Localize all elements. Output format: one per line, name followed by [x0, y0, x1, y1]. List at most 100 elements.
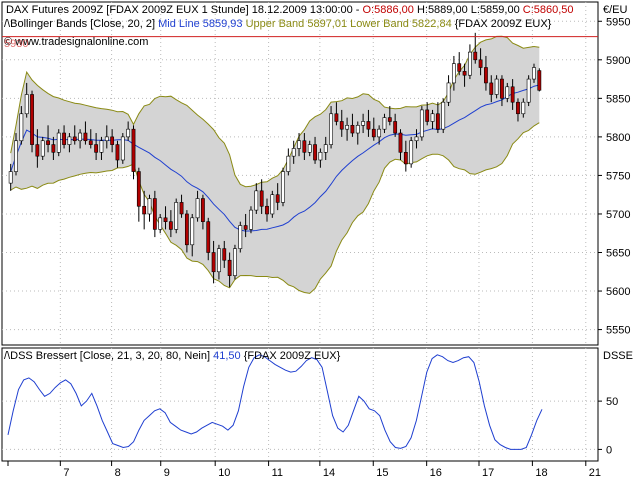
candle [78, 129, 82, 149]
candle [152, 190, 157, 238]
candle [505, 82, 510, 103]
candle-body [238, 225, 243, 249]
candle [382, 113, 387, 134]
candle [179, 194, 184, 218]
candle-body [270, 194, 275, 215]
candle [120, 133, 125, 164]
candle-body [94, 144, 99, 153]
candle-body [126, 128, 131, 138]
candle [361, 113, 366, 134]
time-tick-label: 7 [63, 467, 69, 479]
candle [403, 140, 408, 172]
candle-body [313, 144, 317, 161]
candle [307, 140, 312, 157]
candle-body [281, 171, 285, 203]
candle [195, 190, 200, 222]
dss-series [7, 354, 543, 450]
ohlc-low: L:5859,00 [471, 4, 520, 16]
candle-body [398, 132, 403, 153]
candle [435, 102, 440, 134]
time-tick-label: 14 [323, 467, 335, 479]
candle-body [532, 67, 536, 80]
candle-body [409, 140, 414, 165]
candle [451, 55, 456, 91]
candle [441, 98, 446, 134]
candle-body [318, 152, 323, 161]
candle-body [14, 140, 18, 172]
candle-body [40, 140, 45, 157]
candle-body [217, 248, 221, 273]
indicator-pane [1, 347, 599, 462]
candle [371, 117, 376, 141]
candle [355, 121, 360, 145]
candle [265, 198, 269, 222]
candle [323, 136, 328, 161]
candle [350, 113, 355, 137]
candle [142, 190, 147, 230]
candle-body [195, 198, 200, 219]
candle [227, 252, 232, 288]
candle [462, 63, 467, 87]
time-tick-label: 21 [589, 467, 601, 479]
price-tick-label: 5950 [606, 16, 630, 28]
time-tick-label: 15 [376, 467, 388, 479]
candle [286, 148, 291, 176]
candle [387, 106, 392, 126]
candle-body [62, 132, 66, 145]
candle [88, 129, 93, 149]
candle [484, 55, 488, 91]
candle-body [484, 67, 488, 84]
candle-body [505, 86, 510, 99]
candle [56, 129, 61, 157]
bollinger-band-fill [10, 36, 540, 294]
candle [174, 198, 179, 234]
dss-unit-label: DSSE [603, 350, 633, 362]
candle [19, 106, 24, 145]
candle [366, 109, 371, 137]
candle [494, 75, 499, 99]
candle-body [147, 198, 152, 215]
candle [104, 125, 109, 149]
price-tick-label: 5650 [606, 248, 630, 260]
candle [94, 133, 99, 161]
time-tick-label: 10 [218, 467, 230, 479]
candle [510, 79, 515, 110]
candle-body [361, 121, 366, 126]
candle [297, 133, 301, 157]
instrument-header: DAX Futures 2009Z [FDAX 2009Z EUX 1 Stun… [6, 4, 574, 16]
dss-tick-label: 0 [606, 444, 612, 456]
time-tick-label: 16 [430, 467, 442, 479]
candle-body [163, 217, 168, 222]
candle [201, 194, 205, 230]
bollinger-upper-band [10, 35, 540, 188]
candle [270, 190, 275, 218]
candle [318, 148, 323, 168]
bollinger-mid-line [10, 84, 540, 232]
candle-body [366, 121, 371, 130]
candle-body [249, 209, 253, 230]
price-tick-label: 5600 [606, 286, 630, 298]
candle [126, 121, 131, 141]
price-axis: 5950 5900 5850 5800 5750 5700 5650 5600 5550 [598, 16, 630, 337]
candle [500, 75, 504, 107]
candle-body [110, 136, 115, 145]
time-tick-label: 18 [535, 467, 547, 479]
time-axis: 7 8 9 10 11 14 15 16 17 18 21 [2, 460, 601, 479]
candle-body [72, 136, 77, 142]
candle-body [382, 117, 387, 130]
candle-body [275, 194, 280, 203]
candle-body [526, 78, 531, 103]
candle [83, 121, 88, 145]
candle [478, 48, 483, 76]
dss-tick-label: 50 [606, 396, 618, 408]
candle-body [521, 101, 526, 115]
candle [489, 75, 494, 103]
candle-body [377, 128, 382, 138]
price-tick-label: 5750 [606, 170, 630, 182]
candle-body [227, 259, 232, 276]
candle [24, 82, 29, 118]
candle [40, 136, 45, 161]
candle-body [46, 140, 50, 145]
ohlc-open: O:5886,00 [363, 4, 414, 16]
candle [190, 213, 195, 257]
